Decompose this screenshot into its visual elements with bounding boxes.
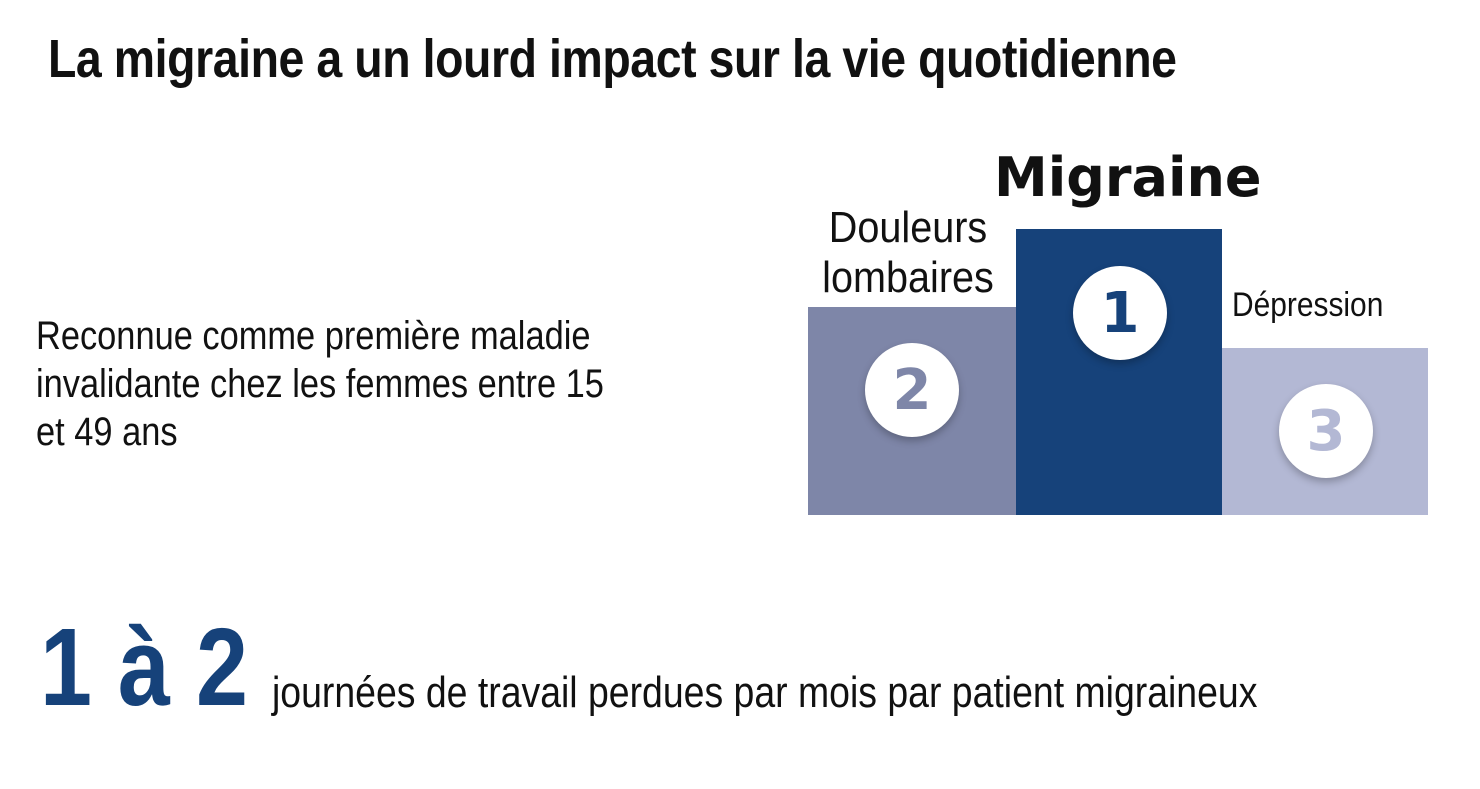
description-line: invalidante chez les femmes entre 15 xyxy=(36,362,604,406)
rank-badge-2: 2 xyxy=(865,343,959,437)
label-third: Dépression xyxy=(1232,286,1384,324)
page-title: La migraine a un lourd impact sur la vie… xyxy=(48,29,1177,89)
label-first: Migraine xyxy=(994,146,1262,209)
label-second-line: lombaires xyxy=(822,253,994,302)
description-line: Reconnue comme première maladie xyxy=(36,314,591,358)
rank-badge-1: 1 xyxy=(1073,266,1167,360)
stat-text: journées de travail perdues par mois par… xyxy=(272,668,1258,717)
description-line: et 49 ans xyxy=(36,410,178,454)
label-second-line: Douleurs xyxy=(828,203,988,252)
label-second: Douleurs lombaires xyxy=(802,203,1014,303)
rank-badge-3: 3 xyxy=(1279,384,1373,478)
description: Reconnue comme première maladie invalida… xyxy=(36,312,604,456)
stat-value: 1 à 2 xyxy=(40,606,248,729)
